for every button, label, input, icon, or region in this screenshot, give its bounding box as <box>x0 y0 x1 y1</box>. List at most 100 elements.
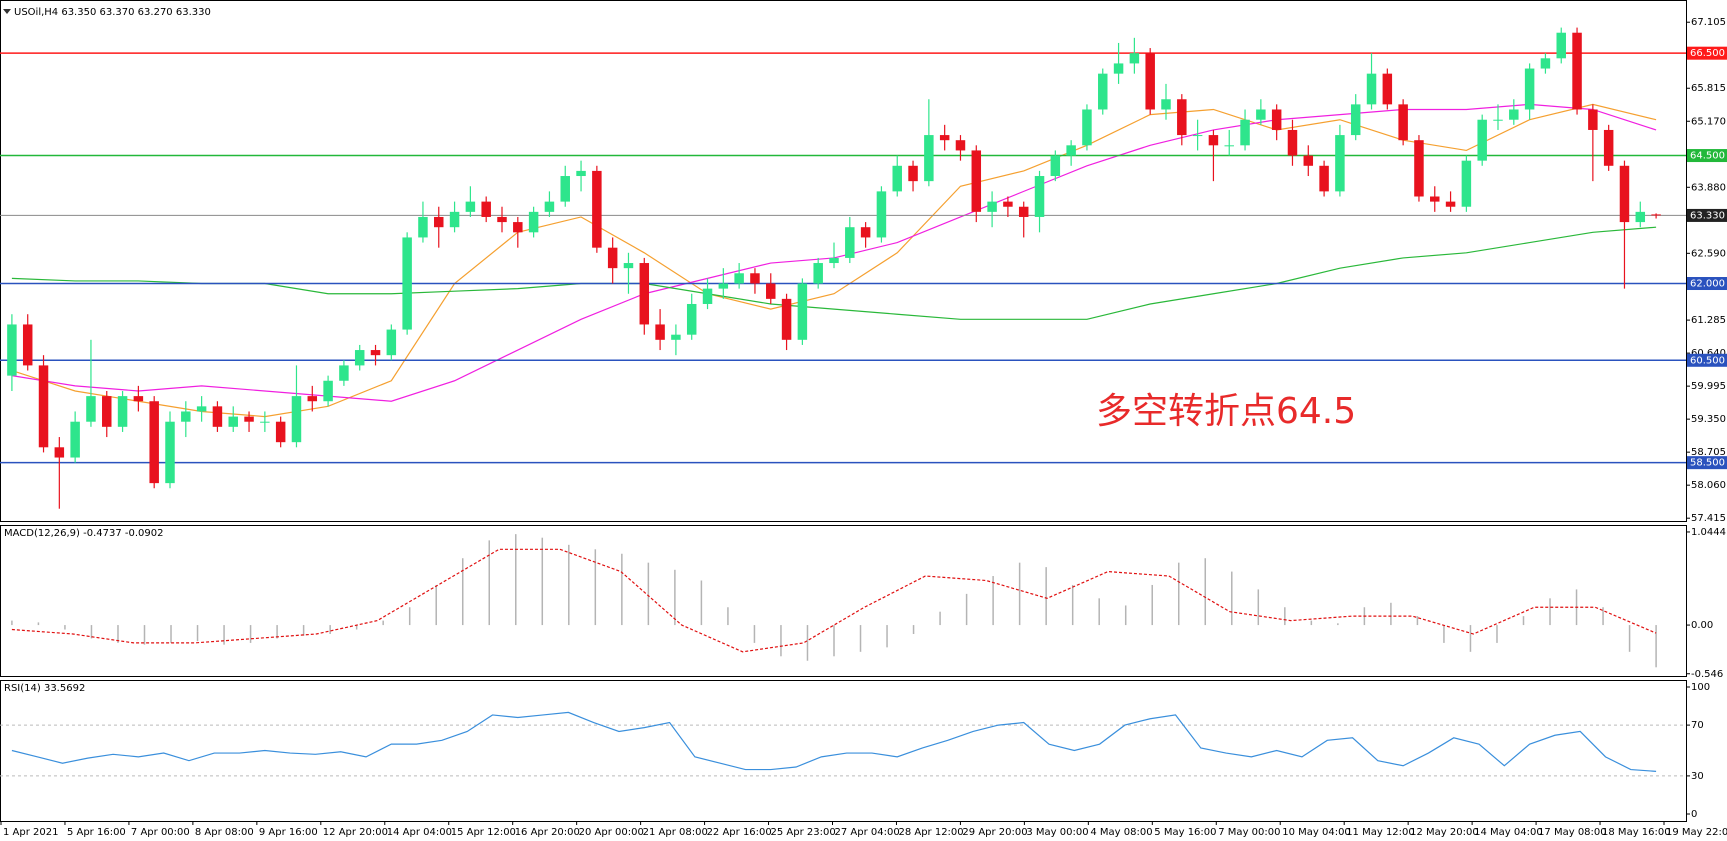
x-tick-label: 11 May 12:00 <box>1346 827 1415 838</box>
x-tick-label: 7 Apr 00:00 <box>131 827 190 838</box>
candle-body <box>1651 214 1661 216</box>
candle-body <box>513 222 523 233</box>
candle-body <box>955 140 966 151</box>
candle-body <box>196 406 207 412</box>
y-tick-label: 0 <box>1691 809 1697 820</box>
candle-body <box>1556 32 1566 59</box>
x-tick-label: 5 Apr 16:00 <box>67 827 126 838</box>
candle-body <box>987 201 997 212</box>
y-tick-label: 59.995 <box>1691 381 1726 392</box>
candle-body <box>102 396 112 427</box>
level-label-box <box>1687 353 1727 367</box>
candle-body <box>813 263 823 284</box>
candle-body <box>1603 129 1614 166</box>
candle-body <box>1192 135 1203 137</box>
main-panel <box>0 0 1687 522</box>
level-label-box <box>1687 149 1727 163</box>
x-tick-label: 4 May 08:00 <box>1090 827 1152 838</box>
level-label: 64.500 <box>1690 151 1725 162</box>
x-tick-label: 22 Apr 16:00 <box>707 827 772 838</box>
x-tick-label: 10 May 04:00 <box>1282 827 1351 838</box>
candle-body <box>750 273 760 284</box>
chart-header: USOil,H4 63.350 63.370 63.270 63.330 <box>14 7 211 18</box>
candle-body <box>1509 109 1519 120</box>
candle-body <box>1430 196 1440 202</box>
candle-body <box>323 380 333 402</box>
macd-header: MACD(12,26,9) -0.4737 -0.0902 <box>4 528 164 539</box>
candle-body <box>1018 206 1029 217</box>
candle-body <box>607 247 618 269</box>
candle-body <box>1145 53 1155 110</box>
candle-body <box>528 211 539 233</box>
level-label-box <box>1687 46 1727 60</box>
x-tick-label: 1 Apr 2021 <box>3 827 58 838</box>
candle-body <box>7 324 17 376</box>
candle-body <box>70 421 80 458</box>
candle-body <box>1414 140 1424 197</box>
current-price-label: 63.330 <box>1690 210 1725 221</box>
candle-body <box>939 135 950 141</box>
candle-body <box>354 350 365 366</box>
candle-body <box>133 396 144 402</box>
rsi-panel <box>0 680 1687 822</box>
x-tick-label: 20 Apr 00:00 <box>579 827 644 838</box>
candle-body <box>781 298 792 340</box>
candle-body <box>1366 73 1377 105</box>
x-tick-label: 14 Apr 04:00 <box>387 827 452 838</box>
x-tick-label: 21 Apr 08:00 <box>643 827 708 838</box>
candle-body <box>244 416 254 422</box>
candle-body <box>228 416 238 427</box>
candle-body <box>876 191 887 238</box>
candle-body <box>1382 73 1393 105</box>
rsi-line <box>11 711 1657 772</box>
candle-body <box>117 396 128 427</box>
y-tick-label: 65.815 <box>1691 83 1726 94</box>
candle-body <box>1398 104 1408 141</box>
candle-body <box>1461 160 1472 207</box>
x-tick-label: 14 May 04:00 <box>1474 827 1543 838</box>
candle-body <box>1113 63 1124 74</box>
candle-body <box>1493 119 1503 121</box>
candle-body <box>275 421 286 443</box>
candle-body <box>1303 155 1314 166</box>
y-tick-label: 30 <box>1691 771 1704 782</box>
candle-body <box>481 201 491 217</box>
candle-body <box>734 273 744 284</box>
candle-body <box>560 176 570 202</box>
candle-body <box>291 396 302 443</box>
candle-body <box>497 216 507 223</box>
level-label-box <box>1687 277 1727 291</box>
candle-body <box>149 401 159 484</box>
x-tick-label: 3 May 00:00 <box>1026 827 1088 838</box>
level-label-box <box>1687 456 1727 470</box>
y-tick-label: 61.285 <box>1691 315 1726 326</box>
candle-body <box>829 257 839 264</box>
candle-body <box>1445 201 1456 207</box>
current-price-box <box>1687 208 1727 222</box>
candle-body <box>1208 135 1219 146</box>
y-tick-label: 59.350 <box>1691 414 1726 425</box>
candle-body <box>971 150 982 212</box>
x-tick-label: 25 Apr 23:00 <box>771 827 836 838</box>
candle-body <box>797 283 808 340</box>
candle-body <box>655 324 665 340</box>
x-tick-label: 8 Apr 08:00 <box>195 827 254 838</box>
y-tick-label: 0.00 <box>1691 620 1713 631</box>
menu-triangle <box>3 9 11 14</box>
rsi-header: RSI(14) 33.5692 <box>4 683 85 694</box>
candle-body <box>639 263 650 325</box>
candle-body <box>465 201 476 212</box>
level-label: 62.000 <box>1690 279 1725 290</box>
y-tick-label: -0.546 <box>1691 669 1723 680</box>
candle-body <box>54 447 65 458</box>
y-tick-label: 58.705 <box>1691 447 1726 458</box>
macd-panel <box>0 525 1687 677</box>
candle-body <box>702 288 713 304</box>
level-label: 60.500 <box>1690 355 1725 366</box>
candle-body <box>544 201 555 212</box>
candle-body <box>1477 119 1487 161</box>
x-tick-label: 12 Apr 20:00 <box>323 827 388 838</box>
candle-body <box>1271 109 1282 130</box>
